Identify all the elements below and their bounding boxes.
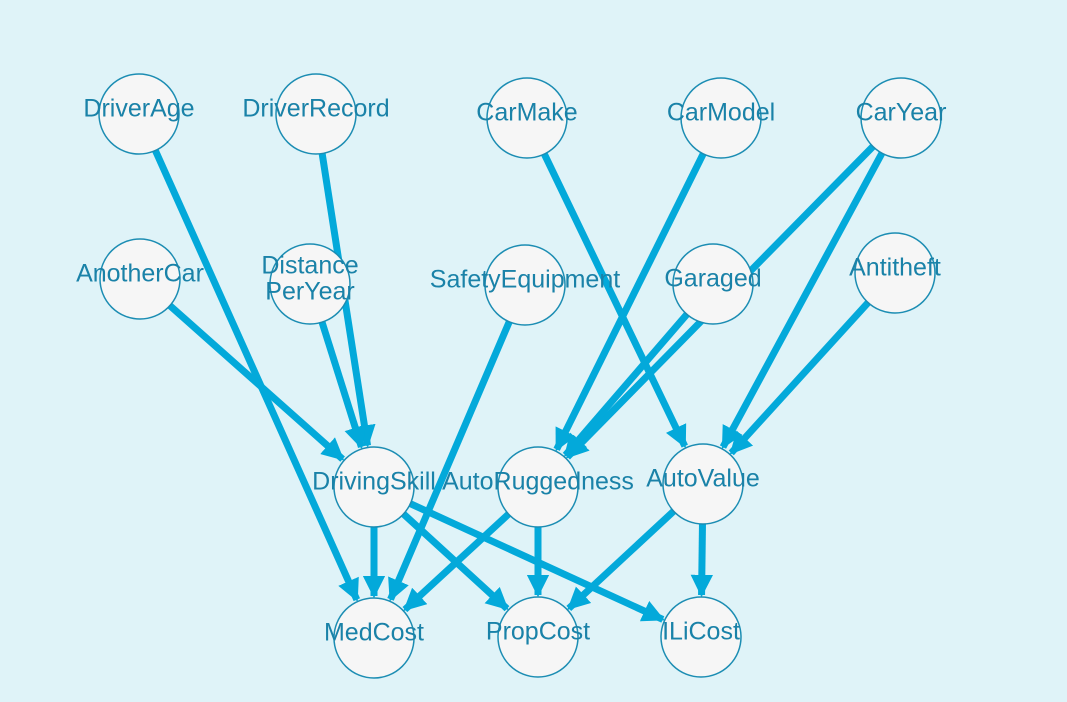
node-label: DriverRecord	[242, 95, 389, 123]
node-circle[interactable]	[484, 244, 566, 326]
edge-car-make-to-auto-value	[541, 152, 688, 449]
node-label: PerYear	[265, 278, 354, 306]
node-auto-value[interactable]: AutoValue	[646, 443, 760, 525]
node-circle[interactable]	[486, 77, 568, 159]
node-circle[interactable]	[275, 73, 357, 155]
node-label: CarModel	[667, 99, 775, 127]
node-label: CarMake	[476, 99, 577, 127]
node-label: DriverAge	[83, 95, 194, 123]
nodes-layer: DriverAge DriverRecord CarMake CarModel CarY…	[76, 73, 947, 679]
edge-auto-value-to-ili-cost	[690, 523, 714, 598]
node-safety-equipment[interactable]: SafetyEquipment	[430, 244, 620, 326]
edge-distance-per-year-to-driving-skill	[318, 321, 366, 450]
node-circle[interactable]	[269, 243, 351, 325]
node-prop-cost[interactable]: PropCost	[486, 596, 590, 678]
edge-another-car-to-driving-skill	[167, 302, 345, 462]
node-circle[interactable]	[333, 597, 415, 679]
node-car-make[interactable]: CarMake	[476, 77, 578, 159]
node-label: PropCost	[486, 618, 590, 646]
node-label: DrivingSkill	[312, 468, 436, 496]
node-garaged[interactable]: Garaged	[664, 243, 762, 325]
node-label: AutoRuggedness	[442, 468, 634, 496]
node-car-year[interactable]: CarYear	[856, 77, 947, 159]
node-ili-cost[interactable]: ILiCost	[660, 596, 742, 678]
node-label: AutoValue	[646, 465, 760, 493]
node-auto-ruggedness[interactable]: AutoRuggedness	[442, 446, 634, 528]
node-label: SafetyEquipment	[430, 266, 620, 294]
node-driving-skill[interactable]: DrivingSkill	[312, 446, 436, 528]
node-driver-record[interactable]: DriverRecord	[242, 73, 390, 155]
node-label: AnotherCar	[76, 260, 204, 288]
node-circle[interactable]	[497, 596, 579, 678]
edge-driver-age-to-med-cost	[152, 149, 361, 602]
node-circle[interactable]	[680, 77, 762, 159]
edge-antitheft-to-auto-value	[728, 300, 871, 456]
node-circle[interactable]	[333, 446, 415, 528]
edge-car-model-to-auto-ruggedness	[553, 152, 707, 452]
node-circle[interactable]	[672, 243, 754, 325]
edge-auto-value-to-prop-cost	[566, 508, 677, 612]
node-car-model[interactable]: CarModel	[667, 77, 775, 159]
node-circle[interactable]	[660, 596, 742, 678]
node-label: Antitheft	[849, 254, 941, 282]
node-circle[interactable]	[860, 77, 942, 159]
node-circle[interactable]	[854, 232, 936, 314]
node-another-car[interactable]: AnotherCar	[76, 238, 204, 320]
node-circle[interactable]	[99, 238, 181, 320]
node-label: CarYear	[856, 99, 947, 127]
node-label: MedCost	[324, 619, 424, 647]
edges-layer	[152, 144, 886, 623]
node-med-cost[interactable]: MedCost	[324, 597, 424, 679]
node-label: ILiCost	[662, 618, 740, 646]
edge-safety-equipment-to-med-cost	[387, 320, 513, 602]
node-driver-age[interactable]: DriverAge	[83, 73, 195, 155]
node-circle[interactable]	[497, 446, 579, 528]
node-label: Garaged	[664, 265, 761, 293]
edge-garaged-to-auto-ruggedness	[562, 312, 690, 458]
node-circle[interactable]	[98, 73, 180, 155]
edge-auto-ruggedness-to-med-cost	[402, 511, 511, 613]
edge-car-year-to-auto-value	[719, 151, 886, 450]
node-label: Distance	[261, 252, 358, 280]
node-circle[interactable]	[662, 443, 744, 525]
node-antitheft[interactable]: Antitheft	[849, 232, 941, 314]
